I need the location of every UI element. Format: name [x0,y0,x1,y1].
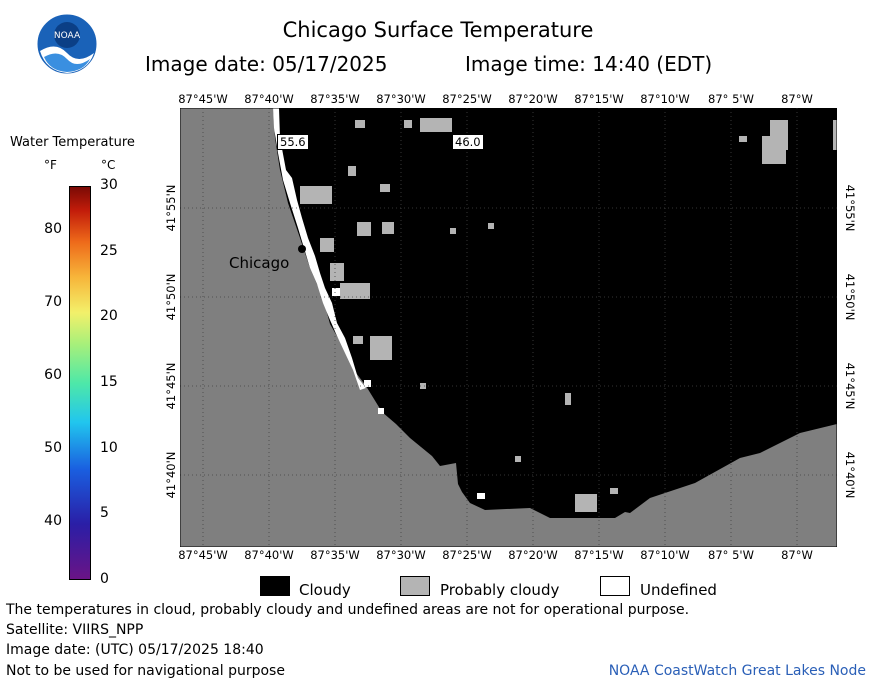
city-label-chicago: Chicago [229,254,290,272]
latitude-label-left: 41°45'N [164,362,178,410]
latitude-label-left: 41°40'N [164,451,178,499]
legend-swatch-probably-cloudy [400,576,430,596]
longitude-label-bottom: 87°20'W [508,548,558,562]
temperature-label-1: 55.6 [277,134,309,150]
probably-cloudy-area [300,118,837,512]
longitude-label-bottom: 87°W [781,548,813,562]
svg-text:NOAA: NOAA [54,31,81,41]
colorbar-tick-f: 70 [44,293,62,310]
legend-label-cloudy: Cloudy [299,581,351,599]
longitude-label-top: 87°10'W [640,92,690,106]
cloudy-area [273,108,837,518]
image-time: Image time: 14:40 (EDT) [465,52,713,76]
legend-label-undefined: Undefined [640,581,717,599]
longitude-label-top: 87°45'W [178,92,228,106]
longitude-label-top: 87°25'W [442,92,492,106]
colorbar [69,186,91,580]
latitude-label-right: 41°50'N [843,273,857,321]
longitude-label-top: 87° 5'W [708,92,754,106]
footer-credit: NOAA CoastWatch Great Lakes Node [608,663,866,679]
image-date: Image date: 05/17/2025 [145,52,388,76]
latitude-label-right: 41°55'N [843,184,857,232]
longitude-label-top: 87°40'W [244,92,294,106]
colorbar-tick-c: 30 [100,177,118,193]
colorbar-tick-c: 20 [100,308,118,325]
longitude-label-top: 87°15'W [574,92,624,106]
latitude-label-left: 41°55'N [164,184,178,232]
longitude-label-top: 87°35'W [310,92,360,106]
latitude-label-right: 41°45'N [843,362,857,410]
temperature-label-2: 46.0 [452,134,484,150]
colorbar-tick-f: 50 [44,439,62,456]
longitude-label-bottom: 87°40'W [244,548,294,562]
colorbar-tick-c: 0 [100,571,109,587]
colorbar-title: Water Temperature [10,135,135,150]
noaa-logo: NOAA [36,13,98,75]
colorbar-tick-f: 40 [44,512,62,529]
longitude-label-top: 87°30'W [376,92,426,106]
longitude-label-top: 87°W [781,92,813,106]
longitude-label-bottom: 87°30'W [376,548,426,562]
unit-celsius: °C [101,158,116,172]
page-title: Chicago Surface Temperature [282,18,594,42]
longitude-label-bottom: 87°15'W [574,548,624,562]
longitude-label-top: 87°20'W [508,92,558,106]
legend-label-probably-cloudy: Probably cloudy [440,581,560,599]
colorbar-tick-c: 5 [100,505,109,522]
temperature-map [180,108,837,547]
longitude-label-bottom: 87°25'W [442,548,492,562]
colorbar-tick-c: 10 [100,439,118,456]
latitude-label-left: 41°50'N [164,273,178,321]
map-grid [180,108,837,547]
legend-swatch-undefined [600,576,630,596]
colorbar-tick-f: 80 [44,220,62,237]
footer-satellite: Satellite: VIIRS_NPP [6,622,144,638]
unit-fahrenheit: °F [44,158,57,172]
colorbar-tick-c: 15 [100,374,118,390]
footer-disclaimer: The temperatures in cloud, probably clou… [6,602,690,618]
footer-navigation: Not to be used for navigational purpose [6,663,285,679]
longitude-label-bottom: 87°10'W [640,548,690,562]
longitude-label-bottom: 87° 5'W [708,548,754,562]
colorbar-tick-f: 60 [44,366,62,383]
colorbar-tick-c: 25 [100,242,118,259]
longitude-label-bottom: 87°45'W [178,548,228,562]
footer-utc-date: Image date: (UTC) 05/17/2025 18:40 [6,642,264,658]
longitude-label-bottom: 87°35'W [310,548,360,562]
latitude-label-right: 41°40'N [843,451,857,499]
legend-swatch-cloudy [260,576,290,596]
chicago-marker [298,245,306,253]
